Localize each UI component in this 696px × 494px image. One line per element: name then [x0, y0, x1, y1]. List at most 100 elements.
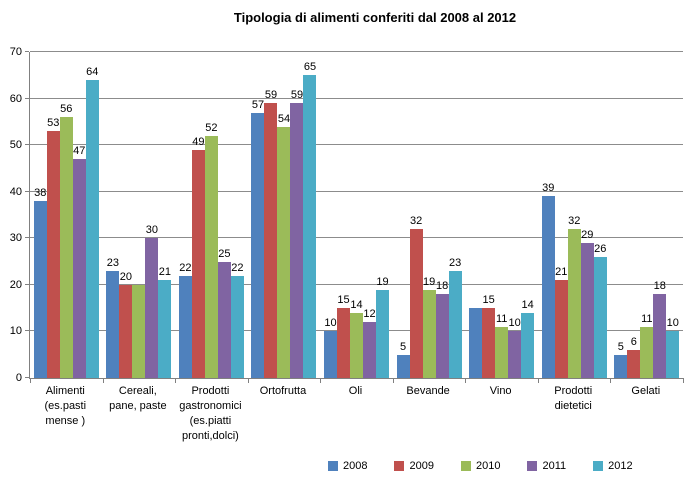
bar-group: 5 6 11 18 10 [611, 52, 684, 378]
y-axis-tick-label: 20 [9, 278, 22, 291]
bar-value-label: 5 [617, 340, 624, 353]
legend-item-2011: 2011 [527, 460, 566, 472]
bar-2009: 49 [191, 136, 205, 378]
bar-2010 [132, 284, 146, 378]
bar-value-label: 23 [448, 256, 462, 269]
bar-2012: 14 [521, 299, 535, 378]
y-axis-tick-label: 10 [9, 325, 22, 338]
category-label: Ortofrutta [259, 385, 307, 397]
bar-group: 39 21 32 29 26 [538, 52, 611, 378]
bar-value-label: 53 [47, 117, 60, 130]
legend-swatch [460, 461, 471, 471]
bar-value-label: 39 [542, 182, 555, 195]
bar-group: 38 53 56 47 64 [30, 52, 103, 378]
bar-2012: 65 [303, 61, 317, 378]
bar-2010: 52 [204, 122, 218, 378]
category-label: Prodotti gastronomici (es.piatti pronti,… [179, 385, 242, 442]
bar-value-label: 14 [350, 298, 363, 311]
bar-2011: 59 [290, 89, 304, 378]
y-axis-tick [25, 190, 29, 192]
bar-value-label: 21 [555, 266, 568, 279]
bar-2012: 19 [376, 276, 390, 378]
bar-2008: 23 [106, 257, 120, 378]
bar-groups: 38 53 56 47 64 23 20 30 21 22 49 52 25 22 57 59 54 59 65 10… [30, 52, 683, 378]
legend-swatch [593, 461, 604, 471]
bar-2010: 56 [59, 103, 73, 378]
bar-value-label: 10 [508, 317, 521, 330]
bar-2011: 30 [145, 224, 159, 378]
bar-2008: 38 [33, 187, 47, 378]
legend-item-2008: 2008 [328, 460, 367, 472]
gridline [30, 190, 683, 192]
bar-value-label: 32 [568, 214, 581, 227]
bar-value-label: 32 [409, 214, 423, 227]
bar-value-label: 21 [158, 266, 171, 279]
bar-2008: 57 [251, 99, 265, 378]
category-label: Oli [348, 385, 363, 397]
legend-item-2010: 2010 [460, 460, 501, 472]
bar-2011: 10 [508, 317, 522, 378]
bar-2012: 26 [593, 243, 607, 378]
y-axis-tick-label: 70 [9, 46, 22, 58]
bar-value-label: 26 [594, 242, 607, 255]
category-label: Cereali, pane, paste [109, 385, 167, 412]
category-label: Alimenti (es.pasti mense ) [44, 385, 87, 427]
bar-value-label: 30 [145, 224, 158, 237]
bar-value-label: 22 [179, 261, 192, 274]
category-label: Vino [489, 385, 512, 397]
bar-2011: 29 [580, 229, 594, 378]
bar-2010: 14 [350, 299, 364, 378]
bar-2010: 19 [422, 276, 436, 378]
bar-value-label: 10 [666, 317, 679, 330]
legend: 2008 2009 2010 2011 2012 [328, 460, 633, 472]
y-axis-tick [25, 237, 29, 239]
bar-value-label: 65 [303, 61, 317, 74]
y-axis-tick-label: 40 [9, 185, 22, 198]
bar-value-label: 49 [192, 135, 205, 148]
bar-2008: 39 [541, 182, 555, 378]
chart-title: Tipologia di alimenti conferiti dal 2008… [233, 10, 517, 25]
bar-2010: 32 [567, 215, 581, 378]
bar-2009: 15 [482, 294, 496, 378]
bar-value-label: 20 [119, 270, 132, 283]
bar-2009: 53 [46, 117, 60, 378]
x-axis-tick [30, 378, 31, 383]
legend-label: 2010 [475, 460, 501, 472]
y-axis-tick-label: 0 [15, 372, 22, 384]
gridline [30, 97, 683, 99]
bar-value-label: 19 [422, 275, 436, 288]
x-axis-labels: Alimenti (es.pasti mense ) Cereali, pane,… [29, 384, 682, 444]
bar-value-label: 52 [205, 121, 218, 134]
x-axis-tick [392, 378, 394, 383]
category-label: Bevande [406, 385, 450, 397]
bar-2011: 18 [653, 280, 667, 378]
legend-swatch [394, 461, 405, 471]
bar-2009: 21 [554, 266, 568, 378]
bar-2010: 11 [640, 313, 654, 378]
y-axis-tick [25, 97, 29, 99]
legend-label: 2009 [409, 460, 434, 472]
bar-group: 57 59 54 59 65 [248, 52, 321, 378]
bar-value-label: 54 [277, 112, 291, 125]
y-axis-tick [25, 283, 29, 285]
bar-value-label: 59 [290, 89, 304, 102]
bar-2009: 6 [627, 336, 641, 378]
y-axis-tick [25, 377, 29, 378]
bar-2011: 18 [435, 280, 449, 378]
bar-2012: 23 [448, 257, 462, 378]
bar-2012: 21 [158, 266, 172, 378]
bar-2012: 64 [85, 66, 99, 378]
gridline [30, 283, 683, 285]
legend-swatch [328, 461, 338, 471]
bar-group: 15 11 10 14 [465, 52, 538, 378]
legend-label: 2011 [542, 460, 567, 472]
bar-2009: 59 [264, 89, 278, 378]
bar-2008 [469, 308, 483, 378]
bar-value-label: 18 [653, 280, 666, 293]
x-axis-tick [175, 378, 177, 383]
y-axis-tick [25, 144, 29, 146]
bar-value-label: 38 [34, 187, 47, 200]
y-axis-tick [25, 51, 29, 52]
x-axis-tick [465, 378, 467, 383]
bar-value-label: 15 [482, 294, 495, 307]
